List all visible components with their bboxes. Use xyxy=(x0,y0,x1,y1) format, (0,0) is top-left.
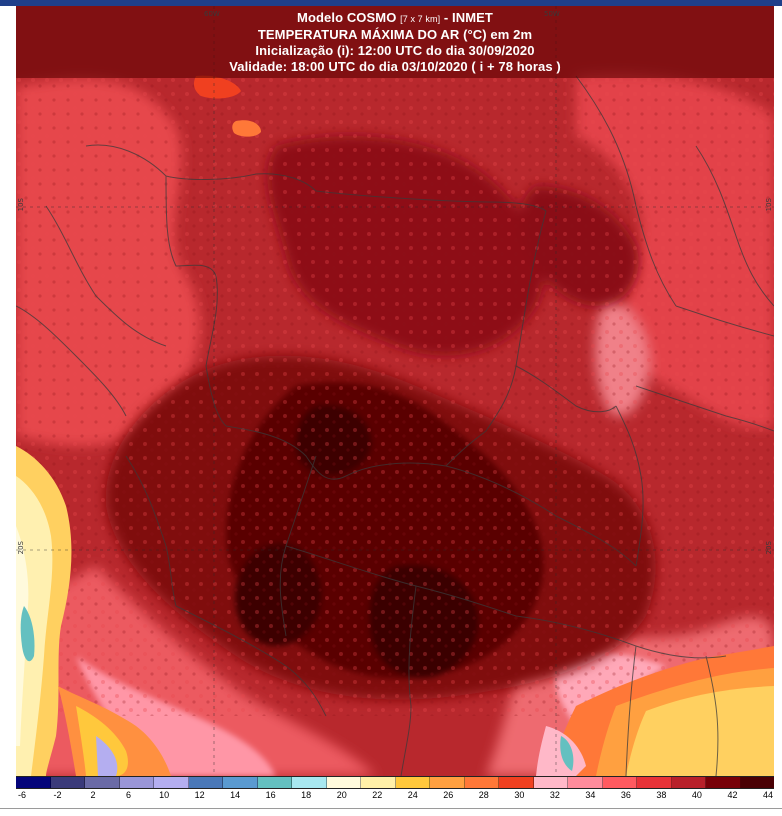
color-scale-swatch xyxy=(671,777,706,788)
color-scale-label: 20 xyxy=(336,790,347,800)
color-scale-label: 16 xyxy=(265,790,276,800)
color-scale-swatch xyxy=(326,777,361,788)
color-scale-label: 10 xyxy=(159,790,170,800)
political-boundaries xyxy=(16,75,774,776)
temperature-field xyxy=(16,6,774,776)
color-scale-label: -2 xyxy=(53,790,62,800)
title-line-2: TEMPERATURA MÁXIMA DO AR (°C) em 2m xyxy=(257,27,533,42)
grid-label-top-right: 50W xyxy=(544,10,560,18)
color-scale-swatch xyxy=(499,777,534,788)
title-line-1: Modelo COSMO [7 x 7 km] - INMET xyxy=(16,10,774,27)
grid-label-left-lower: 20S xyxy=(17,541,25,555)
color-scale-label: 14 xyxy=(230,790,241,800)
color-scale-label: 6 xyxy=(126,790,132,800)
color-scale-label: 38 xyxy=(656,790,667,800)
grid-label-right-upper: 10S xyxy=(765,198,773,212)
color-scale-label: 28 xyxy=(478,790,489,800)
color-scale-label: 18 xyxy=(301,790,312,800)
color-scale-label: 36 xyxy=(620,790,631,800)
color-scale-swatch xyxy=(292,777,327,788)
field-top-orange xyxy=(193,75,261,137)
temperature-map: Modelo COSMO [7 x 7 km] - INMET TEMPERAT… xyxy=(16,6,774,776)
color-scale-label: 30 xyxy=(514,790,525,800)
color-scale-swatch xyxy=(637,777,672,788)
color-scale-label: 44 xyxy=(762,790,774,800)
field-cool-west xyxy=(16,446,171,776)
model-agency: - INMET xyxy=(443,10,493,25)
color-scale-label: 42 xyxy=(727,790,738,800)
color-scale-label: 32 xyxy=(549,790,560,800)
color-scale-swatch xyxy=(188,777,223,788)
field-texture xyxy=(16,76,774,716)
color-scale-label: 26 xyxy=(443,790,454,800)
color-scale-swatch xyxy=(533,777,568,788)
grid-label-right-lower: 20S xyxy=(765,541,773,555)
color-scale-swatch xyxy=(464,777,499,788)
color-scale-swatch xyxy=(119,777,154,788)
color-scale-label: 24 xyxy=(407,790,418,800)
top-rule xyxy=(0,0,782,6)
model-name: Modelo COSMO xyxy=(297,10,397,25)
color-scale-swatch xyxy=(395,777,430,788)
color-scale-swatch xyxy=(223,777,258,788)
color-scale-swatch xyxy=(740,777,774,788)
color-scale-label: -6 xyxy=(17,790,27,800)
color-scale-label: 40 xyxy=(691,790,702,800)
color-scale-swatch xyxy=(50,777,85,788)
color-scale-swatch xyxy=(154,777,189,788)
color-scale-label: 22 xyxy=(372,790,383,800)
color-scale-swatch xyxy=(85,777,120,788)
color-scale-label: 12 xyxy=(194,790,205,800)
map-title-block: Modelo COSMO [7 x 7 km] - INMET TEMPERAT… xyxy=(16,6,774,78)
title-line-3: Inicialização (i): 12:00 UTC do dia 30/0… xyxy=(255,43,535,58)
field-cool-east xyxy=(536,646,774,776)
color-scale-swatch xyxy=(257,777,292,788)
color-scale-label: 34 xyxy=(585,790,596,800)
color-scale-swatch xyxy=(430,777,465,788)
grid-label-top-left: 60W xyxy=(204,10,220,18)
grid-label-left-upper: 10S xyxy=(17,198,25,212)
color-scale-bar xyxy=(16,776,774,789)
graticule xyxy=(16,6,774,776)
color-scale-swatch xyxy=(602,777,637,788)
color-scale-swatch xyxy=(706,777,741,788)
title-line-4: Validade: 18:00 UTC do dia 03/10/2020 ( … xyxy=(229,59,561,74)
color-scale-label: 2 xyxy=(90,790,96,800)
color-scale-swatch xyxy=(568,777,603,788)
bottom-rule xyxy=(0,808,782,809)
color-scale-swatch xyxy=(16,777,51,788)
color-scale-labels: -6 -2 2 6 10 12 14 16 18 20 22 24 26 28 30 32 34 36 38 40 42… xyxy=(16,790,774,804)
color-scale-swatch xyxy=(361,777,396,788)
model-resolution: [7 x 7 km] xyxy=(400,14,441,24)
